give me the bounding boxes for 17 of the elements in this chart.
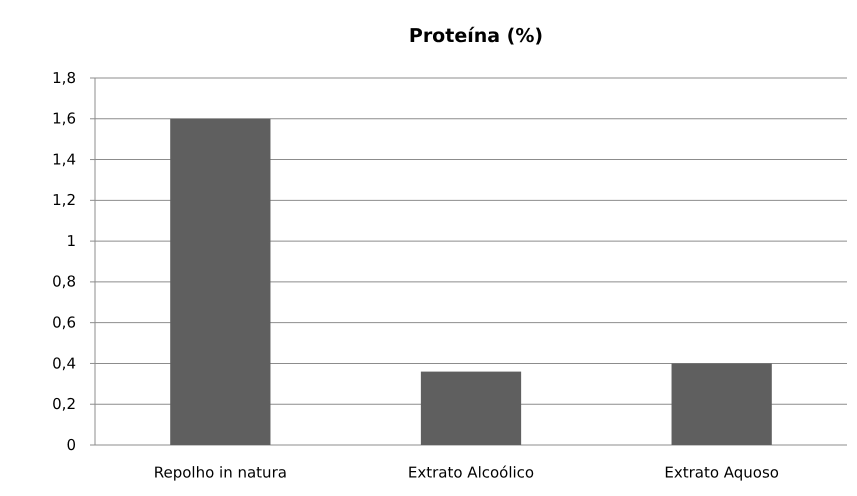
y-tick-label: 0	[66, 436, 76, 454]
y-tick-label: 1,6	[52, 110, 76, 128]
y-tick-label: 1,2	[52, 191, 76, 210]
x-tick-label: Repolho in natura	[154, 464, 287, 482]
chart-title: Proteína (%)	[408, 25, 544, 47]
y-tick-label: 0,6	[52, 313, 76, 332]
y-tick-label: 0,2	[52, 395, 76, 414]
bar	[672, 363, 772, 445]
x-tick-label: Extrato Aquoso	[664, 464, 779, 482]
y-tick-label: 1	[66, 232, 76, 250]
y-tick-label: 0,4	[52, 354, 76, 372]
y-tick-label: 1,4	[52, 150, 76, 168]
x-tick-label: Extrato Alcoólico	[408, 464, 534, 482]
bar	[170, 118, 270, 445]
y-tick-label: 1,8	[52, 68, 76, 87]
y-tick-label: 0,8	[52, 272, 76, 291]
bar	[420, 372, 522, 445]
